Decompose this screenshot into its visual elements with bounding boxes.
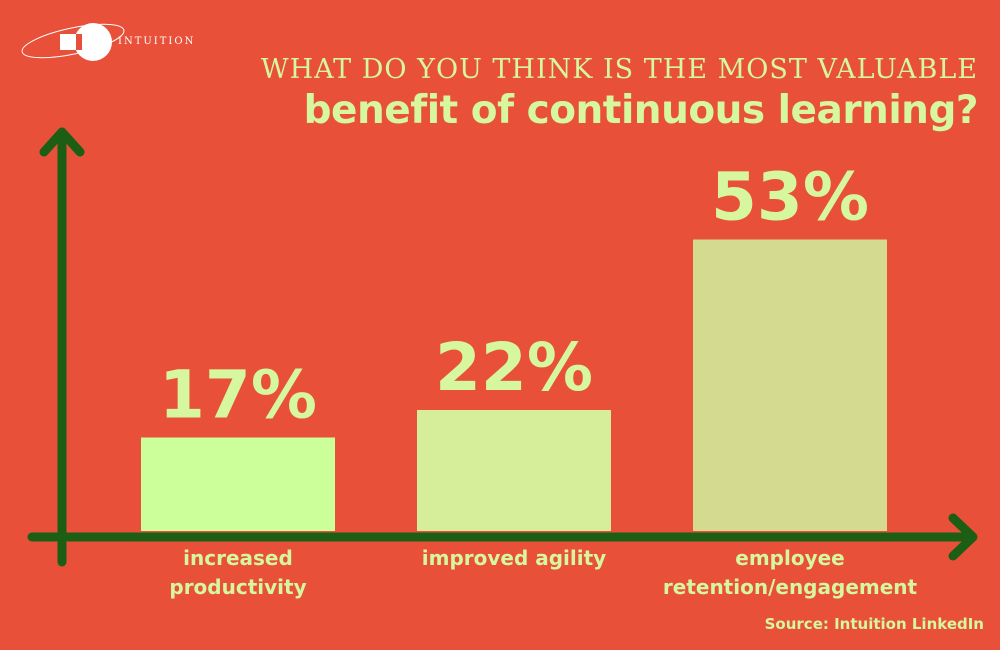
- title-line-1: WHAT DO YOU THINK IS THE MOST VALUABLE: [260, 54, 978, 85]
- category-label: increased: [183, 546, 293, 570]
- source-note: Source: Intuition LinkedIn: [764, 615, 984, 633]
- category-label: retention/engagement: [663, 575, 918, 599]
- bar-2: [693, 239, 887, 531]
- logo-text: INTUITION: [118, 36, 196, 47]
- bar-1: [417, 410, 611, 531]
- bar-0: [141, 437, 335, 531]
- x-axis-arrowhead: [948, 513, 978, 561]
- y-axis-arrowhead: [39, 127, 85, 157]
- category-label: employee: [735, 546, 844, 570]
- intuition-logo: [21, 23, 125, 61]
- category-label: productivity: [169, 575, 306, 599]
- value-label: 22%: [435, 329, 593, 406]
- title-line-2: benefit of continuous learning?: [303, 88, 979, 133]
- category-label: improved agility: [422, 546, 606, 570]
- value-label: 53%: [711, 159, 869, 236]
- value-label: 17%: [159, 357, 317, 434]
